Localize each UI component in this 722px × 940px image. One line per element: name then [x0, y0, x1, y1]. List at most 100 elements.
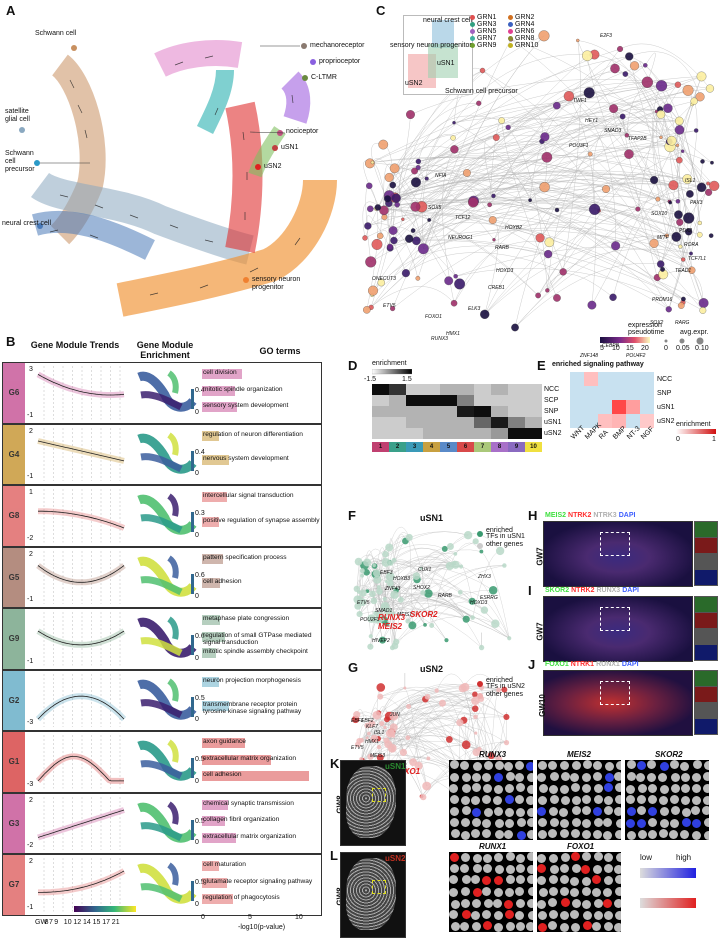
net-edge [380, 686, 476, 709]
scale-max: 0.4 [195, 387, 205, 394]
scale-bar [191, 758, 194, 778]
net-node [480, 606, 489, 614]
cell [559, 922, 569, 932]
d-scale-min: -1.5 [364, 376, 377, 383]
cell [471, 807, 481, 817]
grn-node [682, 84, 694, 96]
net-node [353, 585, 361, 593]
cell [570, 876, 580, 886]
net-node [376, 683, 386, 692]
cell [560, 795, 570, 805]
grn-edge [369, 82, 648, 164]
cell [592, 921, 602, 931]
scale-min: 0 [195, 654, 199, 662]
cb-tick-10: 10 [612, 345, 620, 352]
gene-title: SKOR2 [655, 750, 683, 759]
net-node [502, 563, 507, 568]
cell [604, 772, 614, 782]
net-node [368, 634, 373, 639]
module-row: G6 3 -1 0.4 0 cell division mitotic spindle or… [2, 362, 322, 424]
grn-node [386, 243, 394, 250]
grn-edge [370, 215, 430, 263]
bar-tick: 0 [201, 914, 205, 921]
marker-meis2: MEIS2 [545, 512, 567, 519]
grn-node [665, 306, 672, 313]
cb-tick-5: 5 [600, 345, 604, 352]
grn-edge [599, 210, 703, 311]
net-edge [394, 590, 494, 647]
grn-node [453, 274, 458, 279]
zoom-thumb [694, 569, 718, 586]
panel-label-g: G [348, 660, 359, 675]
heat-cell [440, 428, 457, 439]
cluster-tag: uSN1 [385, 762, 406, 771]
grn-node [381, 214, 388, 221]
heat-cell [612, 414, 626, 428]
grn-gene-label: TEAD1 [675, 268, 692, 274]
immuno-markers: FOXO1 NTRK1 RUNX1 DAPI [545, 661, 641, 668]
cell [559, 911, 569, 921]
grn-node [676, 156, 683, 164]
net-node [460, 682, 470, 692]
grn-edge [514, 231, 689, 328]
grn-gene-label: NFIA [435, 173, 447, 179]
grn-legend-label: GRN4 [515, 21, 535, 28]
cell [461, 772, 471, 782]
d-col-label: 4 [423, 442, 440, 452]
grn-legend-item: GRN8 [508, 35, 534, 42]
y-min: -1 [27, 657, 34, 665]
heat-cell [457, 406, 474, 417]
cell [691, 806, 701, 816]
cell [560, 875, 570, 885]
heat-cell [457, 395, 474, 406]
grn-edge [405, 252, 564, 274]
cell [449, 875, 459, 885]
enrichment-umap [137, 739, 197, 781]
cell [581, 852, 591, 862]
heat-cell [508, 417, 525, 428]
grn-node [535, 233, 545, 243]
grn-edge [387, 188, 680, 223]
cell [603, 817, 613, 827]
cell [615, 761, 621, 771]
grn-gene-label: ZNF148 [580, 353, 599, 359]
net-edge [388, 689, 499, 764]
heat-cell [612, 372, 626, 386]
cell [526, 852, 533, 862]
marker-ntrk2: NTRK2 [571, 587, 595, 594]
grn-edge [484, 151, 683, 315]
grn-gene-label: RUNX3 [431, 336, 448, 342]
net-node [360, 573, 365, 578]
grn-gene-label: RORA [684, 242, 699, 248]
e-row-label: NCC [657, 376, 673, 383]
label-nociceptor: nociceptor [286, 128, 319, 135]
y-min: -2 [27, 534, 34, 542]
net-edge [393, 548, 462, 567]
net-edge [386, 685, 499, 720]
net-node [397, 596, 404, 603]
cell [494, 922, 504, 932]
d-scale-max: 1.5 [402, 376, 412, 383]
grn-node [388, 226, 398, 235]
panel-c-grn-network [362, 30, 720, 332]
grn-node [401, 217, 405, 221]
trend-line [37, 756, 124, 782]
cell [504, 899, 514, 909]
umap-blob [167, 616, 179, 640]
cell [702, 771, 709, 781]
panel-label-a: A [6, 3, 16, 18]
gene-title: RUNX3 [479, 750, 507, 759]
net-edge [361, 690, 437, 767]
cell [648, 784, 658, 794]
grn-node [693, 128, 699, 133]
cell [538, 818, 548, 828]
scale-min: 0 [195, 408, 199, 416]
grn-node [476, 100, 482, 106]
trend-plot [36, 612, 126, 666]
heat-cell [626, 400, 640, 414]
grn-legend-item: GRN4 [508, 21, 534, 28]
cell [482, 853, 492, 863]
enrichment-umap [137, 801, 197, 843]
cell [681, 807, 691, 817]
net-node [441, 545, 448, 552]
